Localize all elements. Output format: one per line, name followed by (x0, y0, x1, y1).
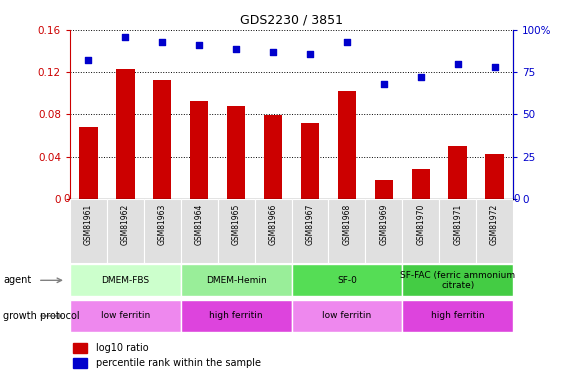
Point (342, 39, 352, 45)
Bar (217, 199, 255, 262)
Bar (402, 300, 513, 332)
Point (195, 42, 204, 48)
Bar (374, 180, 393, 199)
Point (268, 49, 278, 55)
Text: GSM81962: GSM81962 (121, 204, 130, 245)
Bar (292, 300, 402, 332)
Text: GSM81971: GSM81971 (453, 204, 462, 245)
Text: SF-FAC (ferric ammonium
citrate): SF-FAC (ferric ammonium citrate) (400, 271, 515, 290)
Bar (264, 116, 282, 199)
Bar (73, 343, 87, 352)
Bar (153, 80, 171, 199)
Bar (190, 100, 209, 199)
Point (231, 46, 241, 52)
Bar (144, 199, 181, 262)
Text: DMEM-FBS: DMEM-FBS (101, 276, 149, 285)
Bar (70, 300, 181, 332)
Bar (439, 199, 476, 262)
Text: agent: agent (3, 275, 31, 285)
Bar (402, 199, 439, 262)
Text: high ferritin: high ferritin (209, 311, 263, 320)
Bar (402, 264, 513, 296)
Bar (485, 154, 504, 199)
Bar (181, 264, 292, 296)
Text: GSM81972: GSM81972 (490, 204, 499, 245)
Text: GSM81961: GSM81961 (84, 204, 93, 245)
Point (416, 74, 426, 80)
Text: GSM81966: GSM81966 (269, 204, 278, 245)
Text: high ferritin: high ferritin (431, 311, 484, 320)
Text: GSM81965: GSM81965 (231, 204, 241, 245)
Text: GSM81970: GSM81970 (416, 204, 425, 245)
Point (490, 64, 499, 70)
Bar (301, 123, 319, 199)
Text: GSM81963: GSM81963 (158, 204, 167, 245)
Point (379, 81, 388, 87)
Point (121, 34, 130, 40)
Point (157, 39, 167, 45)
Point (305, 51, 315, 57)
Text: SF-0: SF-0 (337, 276, 357, 285)
Text: GSM81968: GSM81968 (342, 204, 352, 245)
Bar (73, 358, 87, 368)
Bar (116, 69, 135, 199)
Text: percentile rank within the sample: percentile rank within the sample (96, 358, 261, 368)
Text: growth protocol: growth protocol (3, 311, 79, 321)
Bar (181, 300, 292, 332)
Text: low ferritin: low ferritin (101, 311, 150, 320)
Point (84, 57, 93, 63)
Bar (255, 199, 292, 262)
Bar (70, 199, 107, 262)
Bar (366, 199, 402, 262)
Text: 0: 0 (64, 194, 70, 204)
Bar (79, 127, 97, 199)
Bar (70, 264, 181, 296)
Bar (292, 264, 402, 296)
Bar (292, 199, 328, 262)
Bar (476, 199, 513, 262)
Text: low ferritin: low ferritin (322, 311, 371, 320)
Bar (338, 91, 356, 199)
Bar (448, 146, 467, 199)
Point (453, 61, 462, 67)
Text: GSM81969: GSM81969 (380, 204, 388, 245)
Bar (181, 199, 217, 262)
Bar (328, 199, 366, 262)
Text: GSM81967: GSM81967 (305, 204, 314, 245)
Bar (227, 106, 245, 199)
Text: 0: 0 (513, 194, 519, 204)
Text: DMEM-Hemin: DMEM-Hemin (206, 276, 266, 285)
Text: log10 ratio: log10 ratio (96, 343, 149, 352)
Text: GSM81964: GSM81964 (195, 204, 203, 245)
Text: GDS2230 / 3851: GDS2230 / 3851 (240, 13, 343, 26)
Bar (412, 169, 430, 199)
Bar (107, 199, 144, 262)
